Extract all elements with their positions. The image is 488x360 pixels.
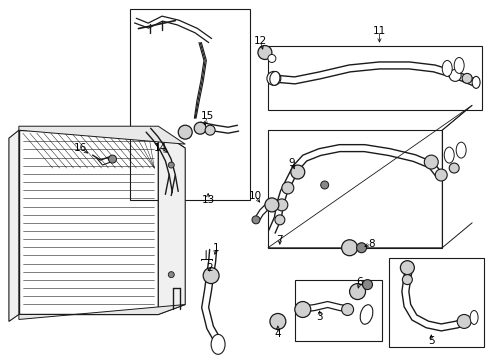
Circle shape <box>178 125 192 139</box>
Circle shape <box>434 169 447 181</box>
Circle shape <box>294 302 310 318</box>
Circle shape <box>267 54 275 62</box>
Ellipse shape <box>360 305 372 324</box>
Text: 9: 9 <box>288 158 295 168</box>
Ellipse shape <box>469 310 477 324</box>
Ellipse shape <box>455 142 465 158</box>
Circle shape <box>108 155 116 163</box>
Circle shape <box>266 71 280 85</box>
Text: 7: 7 <box>276 235 283 245</box>
Text: 2: 2 <box>205 263 212 273</box>
Circle shape <box>258 45 271 59</box>
Circle shape <box>448 69 460 81</box>
Bar <box>294 280 382 341</box>
Ellipse shape <box>211 334 224 354</box>
Text: 11: 11 <box>372 26 386 36</box>
Text: 14: 14 <box>153 143 166 153</box>
Bar <box>388 258 483 347</box>
Circle shape <box>194 122 206 134</box>
Circle shape <box>456 315 470 328</box>
Text: 6: 6 <box>356 276 362 287</box>
Text: 12: 12 <box>253 36 266 46</box>
Circle shape <box>274 215 285 225</box>
Circle shape <box>264 198 278 212</box>
Polygon shape <box>19 305 185 319</box>
Ellipse shape <box>453 58 463 73</box>
Circle shape <box>402 275 411 285</box>
Circle shape <box>275 199 287 211</box>
Circle shape <box>281 182 293 194</box>
Circle shape <box>290 165 304 179</box>
Circle shape <box>205 125 215 135</box>
Polygon shape <box>19 130 185 148</box>
Ellipse shape <box>269 72 279 85</box>
Text: 16: 16 <box>74 143 87 153</box>
Ellipse shape <box>443 147 453 163</box>
Polygon shape <box>19 126 185 144</box>
Bar <box>267 130 441 248</box>
Circle shape <box>341 303 353 315</box>
Text: 3: 3 <box>316 312 323 323</box>
Circle shape <box>461 73 471 84</box>
Polygon shape <box>9 130 19 321</box>
Circle shape <box>400 261 413 275</box>
Circle shape <box>320 181 328 189</box>
Text: 4: 4 <box>274 329 281 339</box>
Circle shape <box>341 240 357 256</box>
Circle shape <box>203 268 219 284</box>
Circle shape <box>356 243 366 253</box>
Ellipse shape <box>471 76 479 88</box>
Text: 1: 1 <box>212 243 219 253</box>
Circle shape <box>362 280 372 289</box>
Ellipse shape <box>441 60 451 76</box>
Bar <box>267 45 481 110</box>
Circle shape <box>448 163 458 173</box>
Text: 5: 5 <box>427 336 434 346</box>
Polygon shape <box>158 130 185 315</box>
Circle shape <box>424 155 437 169</box>
Circle shape <box>349 284 365 300</box>
Circle shape <box>269 314 285 329</box>
Bar <box>19 130 158 315</box>
Text: 10: 10 <box>248 191 261 201</box>
Bar <box>130 9 249 200</box>
Circle shape <box>251 216 260 224</box>
Text: 8: 8 <box>367 239 374 249</box>
Text: 15: 15 <box>200 111 213 121</box>
Circle shape <box>168 162 174 168</box>
Text: 13: 13 <box>201 195 214 205</box>
Circle shape <box>168 272 174 278</box>
